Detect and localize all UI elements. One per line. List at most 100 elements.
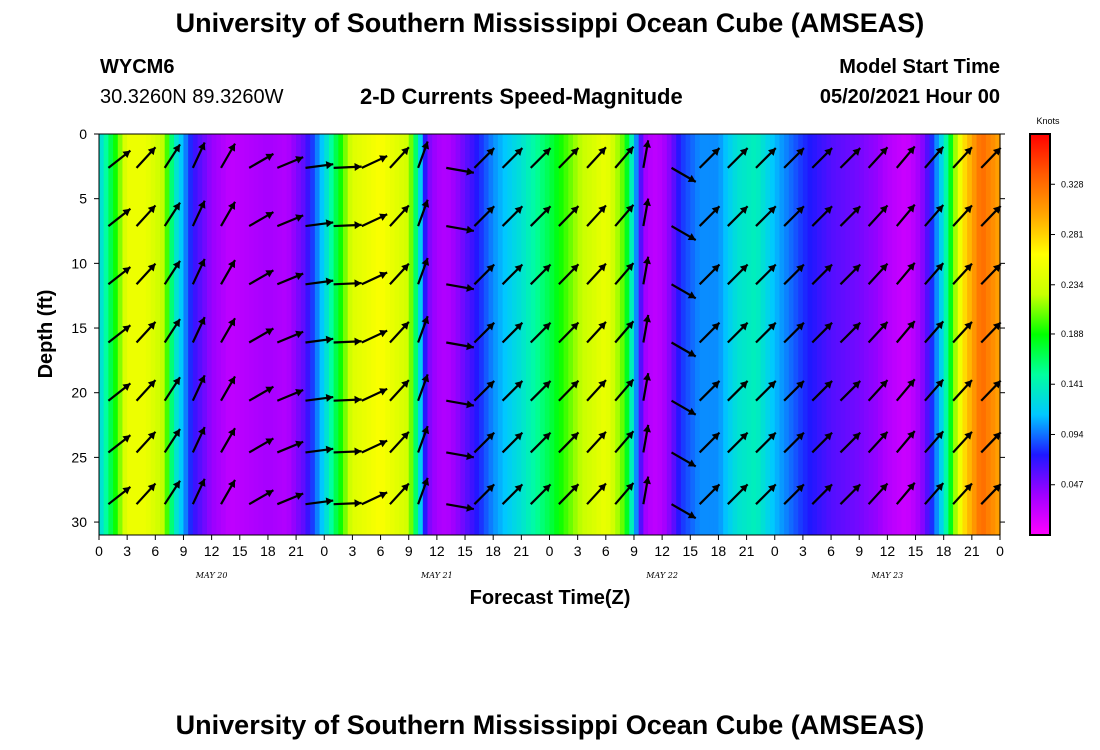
current-vector bbox=[867, 321, 889, 344]
heatmap-cell bbox=[160, 134, 166, 535]
current-vector bbox=[586, 379, 607, 402]
current-vector bbox=[446, 451, 475, 461]
current-vector bbox=[670, 166, 697, 183]
current-vector bbox=[895, 430, 916, 454]
heatmap-cell bbox=[460, 134, 466, 535]
current-vector bbox=[163, 428, 181, 454]
current-vector bbox=[727, 321, 749, 344]
current-vector bbox=[952, 482, 973, 505]
current-vector bbox=[755, 483, 777, 505]
heatmap-cell bbox=[657, 134, 663, 535]
heatmap-cell bbox=[948, 134, 954, 535]
colorbar-unit: Knots bbox=[1036, 116, 1060, 126]
current-vector bbox=[163, 376, 181, 402]
heatmap-cell bbox=[953, 134, 959, 535]
heatmap-cell bbox=[488, 134, 494, 535]
x-tick-label: 6 bbox=[151, 543, 159, 559]
heatmap-cell bbox=[802, 134, 809, 535]
current-vector bbox=[248, 269, 274, 286]
current-vector bbox=[529, 380, 552, 402]
station-id: WYCM6 bbox=[100, 56, 175, 78]
chart-product-title: 2-D Currents Speed-Magnitude bbox=[360, 84, 683, 109]
heatmap-cell bbox=[202, 134, 208, 535]
current-vector bbox=[670, 399, 697, 416]
current-vector bbox=[614, 320, 635, 344]
x-tick-label: 0 bbox=[996, 543, 1004, 559]
heatmap-cell bbox=[699, 134, 705, 535]
current-vector bbox=[670, 225, 697, 242]
current-vector bbox=[614, 482, 635, 505]
x-tick-label: 12 bbox=[880, 543, 896, 559]
heatmap-cell bbox=[206, 134, 213, 535]
heatmap-cell bbox=[601, 134, 607, 535]
heatmap-cell bbox=[117, 134, 124, 535]
current-vector bbox=[361, 271, 388, 286]
heatmap-cell bbox=[221, 134, 227, 535]
colorbar-label: 0.141 bbox=[1061, 379, 1084, 389]
current-vector bbox=[135, 146, 157, 169]
current-vector bbox=[446, 341, 475, 351]
heatmap-cell bbox=[127, 134, 133, 535]
current-vector bbox=[107, 486, 132, 506]
heatmap-cell bbox=[863, 134, 870, 535]
heatmap-cell bbox=[305, 134, 311, 535]
current-vector bbox=[135, 262, 157, 286]
current-vector bbox=[361, 155, 388, 169]
current-vector bbox=[586, 146, 607, 169]
current-vector bbox=[727, 431, 749, 454]
current-vector bbox=[586, 482, 607, 505]
current-vector bbox=[473, 483, 495, 505]
current-vector bbox=[333, 162, 362, 171]
current-vector bbox=[839, 205, 862, 227]
current-vector bbox=[980, 379, 1002, 402]
heatmap-cell bbox=[624, 134, 630, 535]
heatmap-cell bbox=[568, 134, 574, 535]
current-vector bbox=[135, 379, 157, 402]
y-tick-label: 20 bbox=[71, 385, 87, 401]
heatmap-cell bbox=[413, 134, 419, 535]
heatmap-cell bbox=[145, 134, 152, 535]
current-vector bbox=[276, 388, 304, 402]
heatmap-cell bbox=[357, 134, 363, 535]
heatmap-cell bbox=[282, 134, 288, 535]
current-vector bbox=[783, 380, 805, 402]
heatmap-cell bbox=[511, 134, 518, 535]
heatmap-cell bbox=[709, 134, 715, 535]
heatmap-cell bbox=[755, 134, 762, 535]
heatmap-cell bbox=[455, 134, 461, 535]
current-vector bbox=[361, 329, 388, 344]
current-vector bbox=[980, 263, 1002, 286]
heatmap-cell bbox=[474, 134, 480, 535]
x-tick-label: 12 bbox=[204, 543, 220, 559]
current-vector bbox=[473, 321, 495, 344]
heatmap-cell bbox=[577, 134, 583, 535]
current-vector bbox=[305, 394, 334, 402]
current-vector bbox=[924, 146, 945, 169]
heatmap-cell bbox=[558, 134, 565, 535]
heatmap-cell bbox=[971, 134, 978, 535]
x-tick-label: 21 bbox=[964, 543, 980, 559]
current-vector bbox=[305, 497, 334, 506]
heatmap-cell bbox=[465, 134, 471, 535]
heatmap-cell bbox=[230, 134, 236, 535]
heatmap-cell bbox=[99, 134, 105, 535]
heatmap-cell bbox=[347, 134, 354, 535]
current-vector bbox=[895, 262, 916, 285]
current-vector bbox=[614, 145, 635, 169]
heatmap-cell bbox=[676, 134, 682, 535]
heatmap-cell bbox=[178, 134, 185, 535]
current-vector bbox=[473, 431, 495, 454]
current-vector bbox=[163, 260, 181, 285]
current-vector bbox=[501, 147, 524, 169]
heatmap-cell bbox=[333, 134, 339, 535]
current-vector bbox=[333, 221, 362, 230]
current-vector bbox=[163, 480, 181, 505]
current-vector bbox=[248, 152, 274, 169]
current-vector bbox=[501, 380, 524, 402]
heatmap-cell bbox=[225, 134, 231, 535]
x-tick-label: 15 bbox=[232, 543, 248, 559]
current-vector bbox=[305, 219, 334, 228]
current-vector bbox=[670, 283, 697, 300]
current-vector bbox=[333, 499, 362, 508]
current-vector bbox=[361, 491, 388, 506]
